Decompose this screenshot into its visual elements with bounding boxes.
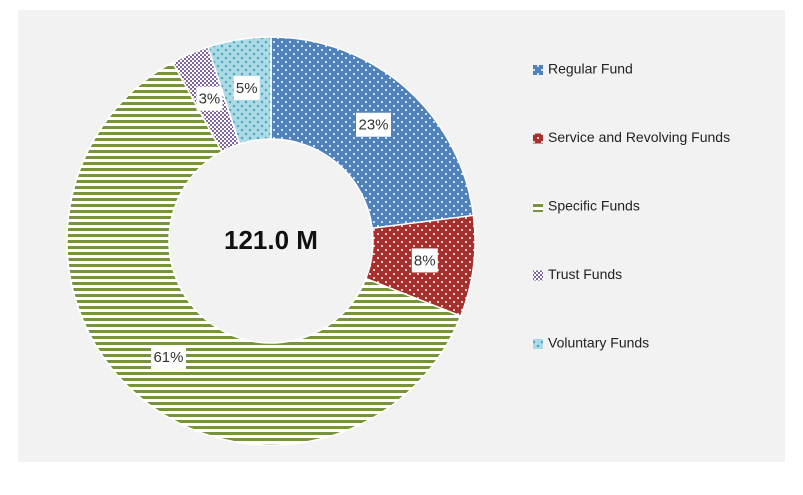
legend-swatch: [533, 133, 543, 144]
legend-swatch: [533, 202, 543, 212]
value-label: 61%: [153, 349, 183, 366]
value-label: 3%: [199, 91, 221, 108]
legend-swatch: [533, 339, 543, 349]
value-label-box: [356, 112, 392, 137]
value-label-box: [233, 75, 260, 100]
value-label: 8%: [414, 252, 436, 269]
legend-label: Service and Revolving Funds: [548, 129, 730, 145]
legend-swatch: [533, 270, 543, 281]
value-label: 5%: [236, 80, 258, 97]
value-label-box: [150, 345, 186, 370]
center-label: 121.0 M: [224, 225, 318, 255]
value-label-box: [411, 248, 438, 273]
legend-label: Voluntary Funds: [548, 335, 649, 351]
legend-label: Specific Funds: [548, 198, 640, 214]
value-label-box: [196, 86, 223, 111]
legend-label: Regular Fund: [548, 61, 633, 77]
legend-swatch: [533, 65, 543, 75]
legend-label: Trust Funds: [548, 266, 622, 282]
value-label: 23%: [358, 117, 388, 134]
